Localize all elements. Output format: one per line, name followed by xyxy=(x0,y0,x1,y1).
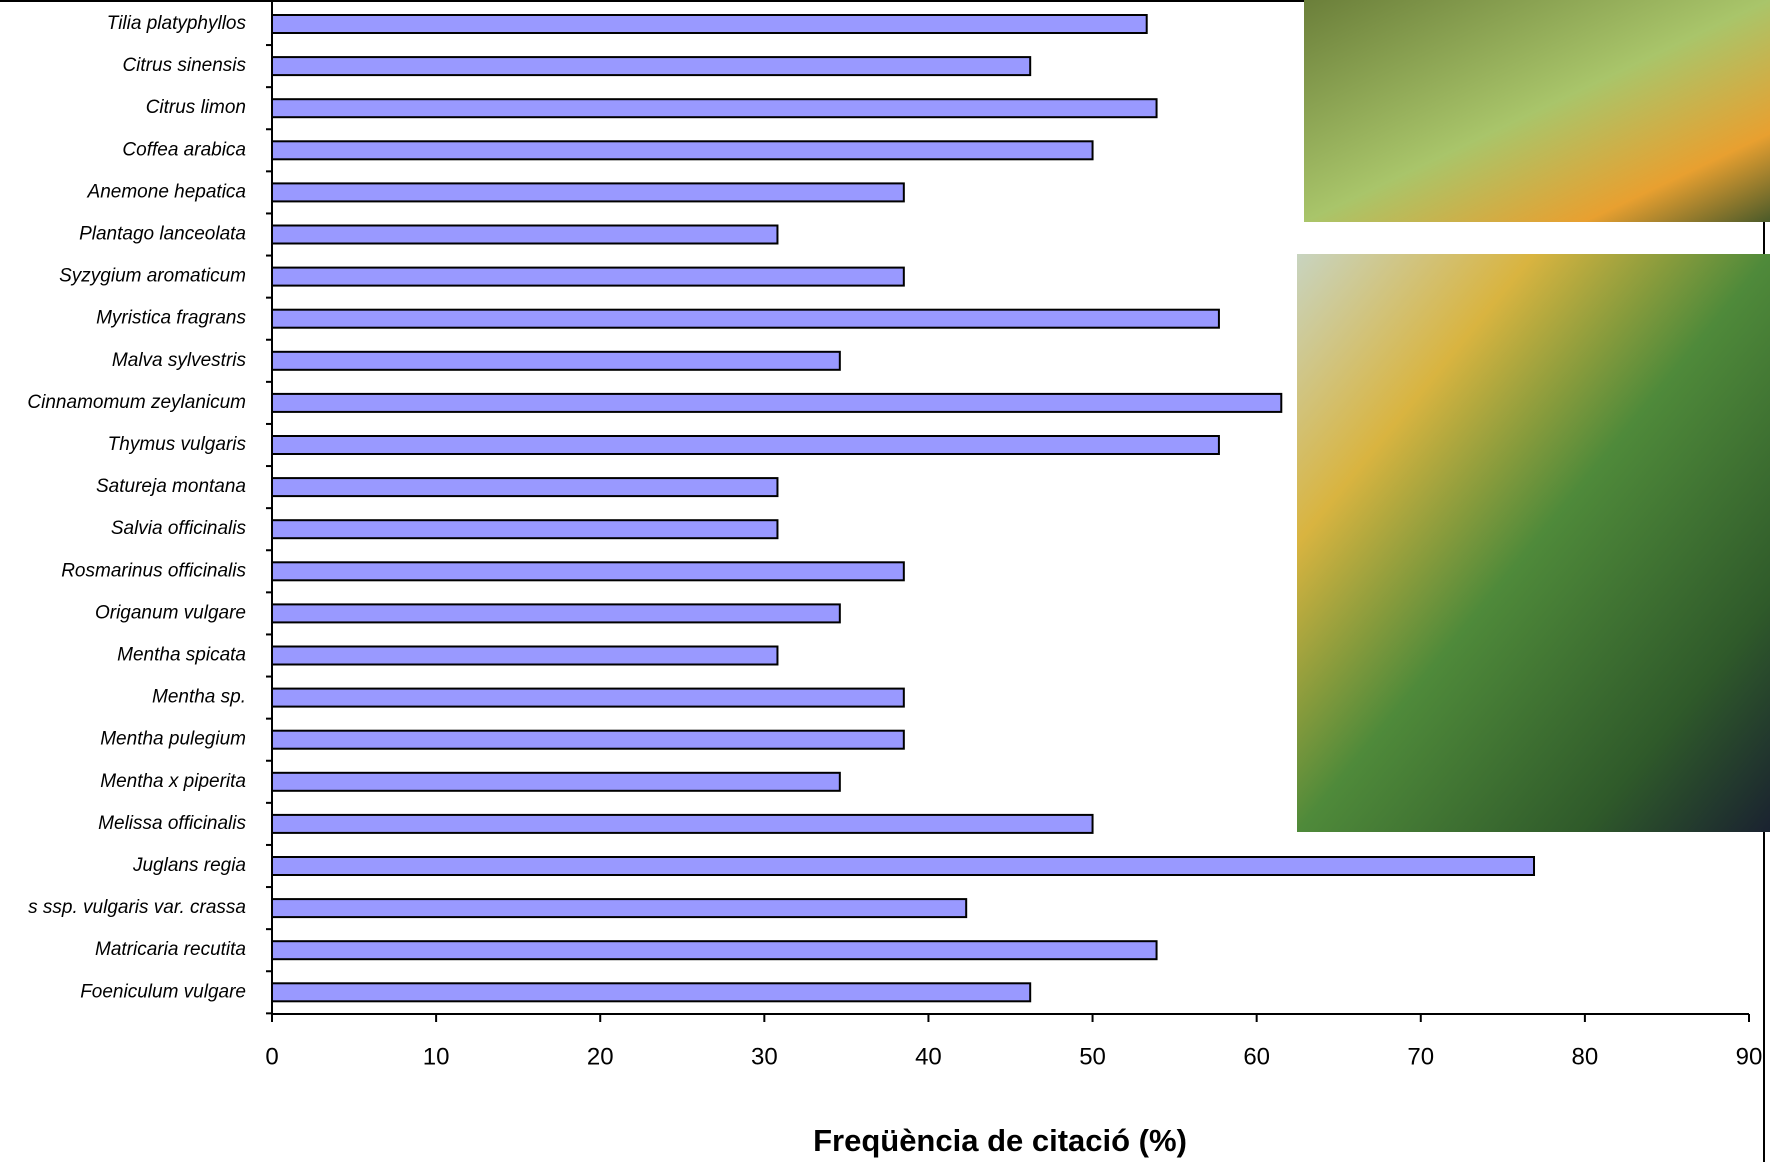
y-tick-label: Cinnamomum zeylanicum xyxy=(27,392,246,413)
bar xyxy=(272,57,1030,75)
y-tick-label: Origanum vulgare xyxy=(95,602,246,623)
x-tick-label: 50 xyxy=(1079,1043,1106,1070)
y-tick-label: Thymus vulgaris xyxy=(108,434,247,455)
bar xyxy=(272,731,904,749)
bar xyxy=(272,15,1147,33)
y-tick-label: Coffea arabica xyxy=(122,139,246,160)
photo-walnuts xyxy=(1304,0,1770,222)
x-tick-label: 60 xyxy=(1243,1043,1270,1070)
y-tick-label: Mentha sp. xyxy=(152,687,246,708)
bar xyxy=(272,689,904,707)
y-tick-label: s ssp. vulgaris var. crassa xyxy=(28,897,246,918)
y-tick-label: Malva sylvestris xyxy=(112,350,247,371)
y-tick-label: Melissa officinalis xyxy=(98,813,246,834)
y-tick-label: Matricaria recutita xyxy=(95,939,246,960)
y-tick-label: Citrus sinensis xyxy=(122,55,246,76)
x-tick-label: 80 xyxy=(1572,1043,1599,1070)
bar xyxy=(272,562,904,580)
bar xyxy=(272,183,904,201)
bar xyxy=(272,394,1281,412)
bar xyxy=(272,647,777,665)
y-tick-label: Anemone hepatica xyxy=(87,181,246,202)
y-tick-label: Mentha spicata xyxy=(117,645,246,666)
bar xyxy=(272,604,840,622)
x-tick-label: 70 xyxy=(1407,1043,1434,1070)
bar xyxy=(272,773,840,791)
bar xyxy=(272,436,1219,454)
bar xyxy=(272,226,777,244)
bar xyxy=(272,310,1219,328)
x-tick-label: 20 xyxy=(587,1043,614,1070)
x-tick-label: 90 xyxy=(1736,1043,1763,1070)
y-tick-label: Tilia platyphyllos xyxy=(107,13,247,34)
bar xyxy=(272,268,904,286)
y-tick-label: Rosmarinus officinalis xyxy=(61,560,246,581)
bar xyxy=(272,478,777,496)
chart: Freqüència de citació (%) 0 10 20 30 40 50 60 7… xyxy=(0,0,1770,1162)
bar xyxy=(272,899,966,917)
bar xyxy=(272,941,1157,959)
bar xyxy=(272,983,1030,1001)
y-tick-label: Myristica fragrans xyxy=(96,308,246,329)
y-tick-label: Satureja montana xyxy=(96,476,246,497)
x-tick-label: 10 xyxy=(423,1043,450,1070)
x-axis-title: Freqüència de citació (%) xyxy=(813,1123,1187,1158)
y-tick-label: Salvia officinalis xyxy=(111,518,247,539)
y-tick-label: Plantago lanceolata xyxy=(79,224,246,245)
x-tick-label: 0 xyxy=(265,1043,278,1070)
bar xyxy=(272,352,840,370)
photo-jar xyxy=(1297,254,1770,832)
y-tick-label: Mentha pulegium xyxy=(100,729,246,750)
x-tick-label: 30 xyxy=(751,1043,778,1070)
y-tick-label: Citrus limon xyxy=(146,97,246,118)
bar xyxy=(272,857,1534,875)
x-tick-label: 40 xyxy=(915,1043,942,1070)
bar xyxy=(272,815,1093,833)
y-tick-label: Foeniculum vulgare xyxy=(80,981,246,1002)
bar xyxy=(272,520,777,538)
y-tick-label: Juglans regia xyxy=(132,855,246,876)
bar xyxy=(272,99,1157,117)
y-tick-label: Syzygium aromaticum xyxy=(59,266,246,287)
bar xyxy=(272,141,1093,159)
y-tick-label: Mentha x piperita xyxy=(100,771,246,792)
